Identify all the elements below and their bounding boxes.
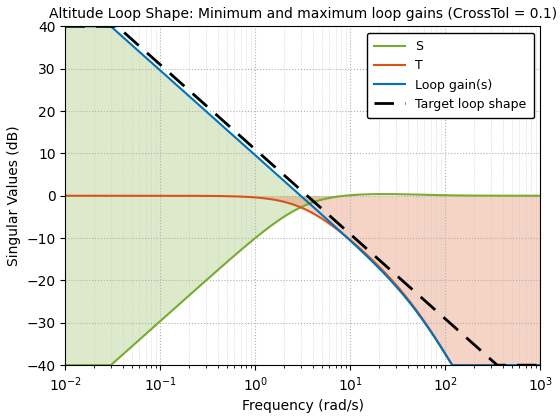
Loop gain(s) xyxy=(144,57,151,62)
Target loop shape xyxy=(477,347,483,352)
Line: Target loop shape: Target loop shape xyxy=(66,26,540,365)
Target loop shape xyxy=(494,362,501,368)
T xyxy=(265,196,272,201)
T xyxy=(116,193,123,198)
Target loop shape xyxy=(244,140,251,145)
T xyxy=(62,193,69,198)
Legend: S, T, Loop gain(s), Target loop shape: S, T, Loop gain(s), Target loop shape xyxy=(367,32,534,118)
Loop gain(s) xyxy=(265,164,272,169)
Title: Altitude Loop Shape: Minimum and maximum loop gains (CrossTol = 0.1): Altitude Loop Shape: Minimum and maximum… xyxy=(49,7,557,21)
T xyxy=(537,362,544,368)
Line: T: T xyxy=(66,196,540,365)
Line: S: S xyxy=(66,194,540,365)
Target loop shape xyxy=(537,362,544,368)
Target loop shape xyxy=(116,26,123,31)
T xyxy=(477,362,483,368)
S xyxy=(537,193,544,198)
S xyxy=(62,362,69,368)
Loop gain(s) xyxy=(537,362,544,368)
Target loop shape xyxy=(144,51,151,56)
S xyxy=(528,193,535,198)
S xyxy=(116,355,123,360)
Loop gain(s) xyxy=(244,146,251,151)
S xyxy=(244,242,251,247)
Target loop shape xyxy=(62,24,69,29)
S xyxy=(265,225,272,230)
T xyxy=(449,362,456,368)
Loop gain(s) xyxy=(477,362,483,368)
T xyxy=(528,362,535,368)
Loop gain(s) xyxy=(449,362,456,368)
Loop gain(s) xyxy=(528,362,535,368)
Line: Loop gain(s): Loop gain(s) xyxy=(66,26,540,365)
Loop gain(s) xyxy=(62,24,69,29)
S xyxy=(477,193,483,198)
T xyxy=(144,193,151,198)
S xyxy=(144,330,151,335)
Target loop shape xyxy=(528,362,535,368)
Loop gain(s) xyxy=(116,32,123,37)
S xyxy=(381,192,388,197)
T xyxy=(244,194,251,200)
Target loop shape xyxy=(265,158,272,163)
Y-axis label: Singular Values (dB): Singular Values (dB) xyxy=(7,126,21,266)
X-axis label: Frequency (rad/s): Frequency (rad/s) xyxy=(242,399,364,413)
